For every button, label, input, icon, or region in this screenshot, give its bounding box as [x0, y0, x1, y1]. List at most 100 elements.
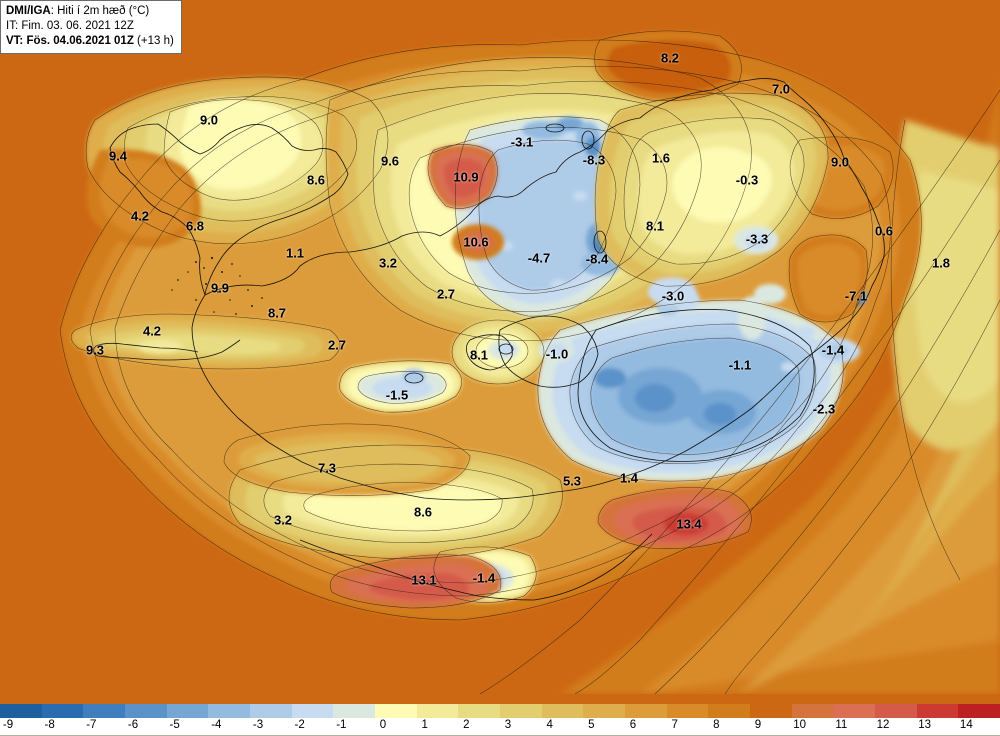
- colorbar-tick: 10: [793, 719, 807, 731]
- temperature-map[interactable]: DMI/IGA: Hiti í 2m hæð (°C) IT: Fim. 03.…: [0, 0, 1000, 694]
- temperature-value-label: -1.5: [385, 387, 409, 403]
- colorbar-tick: 6: [629, 719, 637, 731]
- colorbar-tick: 11: [835, 719, 848, 731]
- colorbar-tick: 7: [671, 719, 678, 731]
- colorbar-tick: 5: [588, 719, 595, 731]
- colorbar-tick: -3: [252, 719, 264, 731]
- colorbar-tick: 14: [959, 719, 973, 731]
- temperature-value-label: -3.0: [661, 288, 685, 304]
- temperature-value-label: -7.1: [844, 288, 868, 304]
- colorbar-swatch: [250, 704, 292, 718]
- colorbar-swatch: [875, 704, 917, 718]
- temperature-value-label: 2.7: [436, 286, 456, 302]
- temperature-value-label: 9.0: [830, 154, 850, 170]
- temperature-value-label: 3.2: [273, 512, 293, 528]
- colorbar-tick: 3: [504, 719, 512, 731]
- colorbar-tick: 13: [918, 719, 932, 731]
- colorbar-tick: -1: [336, 719, 347, 731]
- colorbar-tick: -6: [127, 719, 139, 731]
- colorbar-swatch: [541, 704, 584, 718]
- colorbar-swatch: [666, 704, 709, 718]
- colorbar-swatch: [625, 704, 667, 718]
- colorbar-tick: -8: [44, 719, 55, 731]
- temperature-value-label: 10.6: [463, 234, 489, 250]
- temperature-value-label: -1.0: [545, 346, 569, 362]
- colorbar-tick-labels: -9 -8 -7 -6 -5 -4 -3 -2 -1 0 1 2 3 4 5 6 7 8 9 10 11 12 13 14: [0, 719, 1000, 735]
- colorbar-swatch: [83, 704, 126, 718]
- product-name: DMI/IGA: [6, 5, 51, 17]
- temperature-value-label: 8.1: [469, 347, 489, 363]
- temperature-value-label: 9.4: [108, 148, 128, 164]
- temperature-value-label: 2.7: [327, 337, 347, 353]
- temperature-value-label: 8.6: [306, 172, 326, 188]
- temperature-value-label: 0.6: [874, 223, 894, 239]
- colorbar-swatch: [500, 704, 542, 718]
- temperature-value-label: -8.3: [582, 152, 606, 168]
- temperature-value-label: 7.3: [317, 460, 337, 476]
- temperature-contour-field: [59, 30, 1000, 694]
- colorbar-swatch: [0, 704, 42, 718]
- temperature-value-label: 9.0: [199, 112, 219, 128]
- colorbar-swatch: [583, 704, 626, 718]
- temperature-value-label: -4.7: [527, 250, 551, 266]
- temperature-value-label: 8.1: [645, 218, 665, 234]
- colorbar-swatch: [916, 704, 959, 718]
- temperature-value-label: 1.8: [931, 255, 951, 271]
- colorbar-swatch: [208, 704, 251, 718]
- temperature-value-label: 10.9: [453, 169, 479, 185]
- product-description: : Hiti í 2m hæð (°C): [50, 5, 150, 17]
- colorbar-tick: -9: [2, 719, 14, 731]
- colorbar-swatch: [125, 704, 167, 718]
- temperature-value-label: 9.9: [210, 280, 230, 296]
- colorbar-tick: -4: [211, 719, 222, 731]
- colorbar-swatch: [375, 704, 417, 718]
- temperature-value-label: 8.7: [267, 305, 287, 321]
- temperature-value-label: 9.6: [380, 153, 400, 169]
- temperature-value-label: -2.3: [812, 401, 836, 417]
- colorbar-swatch: [333, 704, 376, 718]
- colorbar-swatch: [458, 704, 501, 718]
- colorbar-swatch: [291, 704, 334, 718]
- temperature-value-label: 8.2: [660, 50, 680, 66]
- colorbar-swatches: [0, 704, 1000, 718]
- colorbar-swatch: [791, 704, 834, 718]
- colorbar-tick: -5: [169, 719, 180, 731]
- info-line-valid-time: VT: Fös. 04.06.2021 01Z (+13 h): [6, 34, 174, 49]
- temperature-value-label: -0.3: [735, 172, 759, 188]
- map-info-box: DMI/IGA: Hiti í 2m hæð (°C) IT: Fim. 03.…: [0, 0, 182, 54]
- temperature-value-label: 13.1: [411, 572, 437, 588]
- temperature-value-label: 7.0: [771, 81, 791, 97]
- temperature-value-label: 3.2: [378, 255, 398, 271]
- colorbar-tick: 4: [546, 719, 553, 731]
- colorbar-swatch: [958, 704, 1000, 718]
- temperature-value-label: 4.2: [142, 323, 162, 339]
- colorbar-swatch: [166, 704, 209, 718]
- temperature-value-label: -1.4: [472, 570, 496, 586]
- temperature-value-label: 1.4: [619, 470, 639, 486]
- info-line-init-time: IT: Fim. 03. 06. 2021 12Z: [6, 19, 134, 32]
- temperature-value-label: -8.4: [585, 251, 609, 267]
- temperature-value-label: -3.1: [510, 134, 534, 150]
- temperature-value-label: 1.1: [285, 245, 305, 261]
- colorbar-swatch: [416, 704, 459, 718]
- valid-time: VT: Fös. 04.06.2021 01Z: [6, 34, 134, 47]
- colorbar-tick: 8: [713, 719, 720, 731]
- temperature-value-label: -1.4: [821, 342, 845, 358]
- temperature-value-label: 4.2: [130, 208, 150, 224]
- temperature-value-label: 1.6: [651, 150, 671, 166]
- temperature-value-label: -1.1: [728, 357, 752, 373]
- temperature-value-label: -3.3: [745, 231, 769, 247]
- colorbar-top-fill: [0, 694, 1000, 704]
- colorbar-tick: 2: [463, 719, 470, 731]
- temperature-value-label: 5.3: [562, 473, 582, 489]
- colorbar-swatch: [750, 704, 792, 718]
- colorbar-tick: -7: [86, 719, 97, 731]
- temperature-value-label: 9.3: [85, 342, 105, 358]
- colorbar-tick: 1: [421, 719, 428, 731]
- colorbar-tick: 12: [876, 719, 890, 731]
- temperature-value-label: 8.6: [413, 504, 433, 520]
- colorbar-legend: -9 -8 -7 -6 -5 -4 -3 -2 -1 0 1 2 3 4 5 6 7 8 9 10 11 12 13 14: [0, 694, 1000, 736]
- colorbar-tick: 0: [379, 719, 387, 731]
- forecast-lead: (+13 h): [133, 34, 174, 47]
